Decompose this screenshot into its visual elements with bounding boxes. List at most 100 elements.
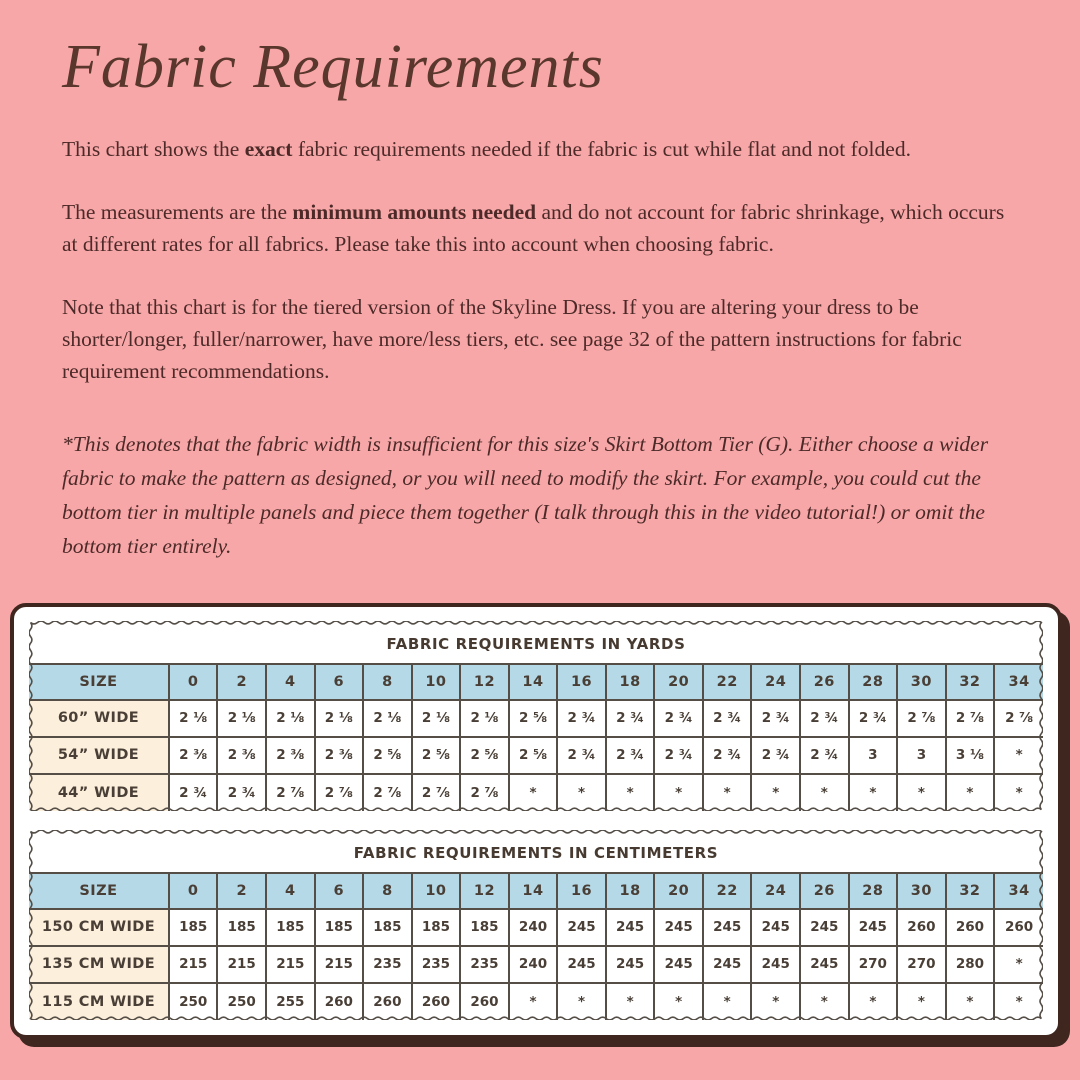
requirement-value-cell: 2 ⅞: [313, 772, 365, 811]
requirement-value-cell: 245: [556, 944, 607, 984]
size-header-cell: 10: [410, 662, 462, 701]
paragraph-tiered-version: Note that this chart is for the tiered v…: [62, 294, 962, 383]
requirement-value-cell: *: [993, 944, 1043, 984]
size-header-cell: 34: [993, 871, 1043, 910]
size-header-cell: 32: [944, 871, 996, 910]
table-row: 135 CM WIDE 215 215 215 215 235 235 235 240 245 24…: [29, 944, 1043, 984]
size-header-cell: 26: [799, 662, 850, 701]
requirement-value-cell: 2 ⅛: [265, 698, 316, 738]
requirement-value-cell: 260: [410, 981, 462, 1020]
table-row: 150 CM WIDE 185 185 185 185 185 185 185 240 245 24…: [29, 907, 1043, 947]
size-header-cell: 14: [507, 871, 559, 910]
requirement-value-cell: 2 ⅝: [362, 735, 413, 775]
centimeters-section-title: FABRIC REQUIREMENTS IN CENTIMETERS: [353, 843, 719, 862]
fabric-width-label: 115 CM WIDE: [29, 981, 170, 1020]
requirement-value-cell: 245: [701, 944, 753, 984]
paragraph-exact-cut: This chart shows the exact fabric requir…: [62, 133, 1022, 165]
requirement-value-cell: 245: [750, 907, 802, 947]
requirement-value-cell: 250: [167, 981, 219, 1020]
requirement-value-cell: 235: [459, 944, 510, 984]
requirement-value-cell: 2 ⅜: [167, 735, 219, 775]
intro-text-block: Fabric Requirements This chart shows the…: [0, 34, 1080, 563]
size-label-cell: SIZE: [29, 871, 170, 910]
requirement-value-cell: 260: [313, 981, 365, 1020]
size-header-cell: 24: [750, 871, 802, 910]
requirement-value-cell: 2 ¾: [653, 735, 704, 775]
requirement-value-cell: 280: [944, 944, 996, 984]
requirement-value-cell: 245: [847, 907, 899, 947]
requirement-value-cell: 2 ⅛: [313, 698, 365, 738]
page-title: Fabric Requirements: [62, 33, 604, 101]
requirement-value-cell: 2 ⅞: [993, 698, 1043, 738]
size-header-cell: 6: [313, 871, 365, 910]
size-header-cell: 2: [216, 662, 268, 701]
requirement-value-cell: 260: [896, 907, 947, 947]
size-header-cell: 24: [750, 662, 802, 701]
requirement-value-cell: *: [701, 981, 753, 1020]
size-header-cell: 12: [459, 662, 510, 701]
requirement-value-cell: 2 ⅞: [896, 698, 947, 738]
size-header-cell: 6: [313, 662, 365, 701]
asterisk-note: *This denotes that the fabric width is i…: [62, 431, 989, 558]
size-header-cell: 8: [362, 662, 413, 701]
requirement-value-cell: 2 ¾: [604, 735, 656, 775]
size-header-cell: 0: [167, 662, 219, 701]
size-header-cell: 2: [216, 871, 268, 910]
size-header-cell: 4: [265, 662, 316, 701]
yards-section: FABRIC REQUIREMENTS IN YARDS SIZE 0 2 4 6 8 10…: [29, 620, 1043, 811]
requirement-value-cell: 185: [459, 907, 510, 947]
size-header-cell: 12: [459, 871, 510, 910]
requirement-value-cell: *: [896, 981, 947, 1020]
size-header-cell: 22: [701, 871, 753, 910]
requirement-value-cell: 240: [507, 944, 559, 984]
requirement-value-cell: 260: [459, 981, 510, 1020]
size-header-cell: 4: [265, 871, 316, 910]
table-row: 115 CM WIDE 250 250 255 260 260 260 260 * * * * * * * *…: [29, 981, 1043, 1020]
requirement-value-cell: 2 ¾: [653, 698, 704, 738]
requirement-value-cell: *: [750, 981, 802, 1020]
centimeters-table: SIZE 0 2 4 6 8 10 12 14 16 18 20 22 24 26 28 30 32 34 150 C…: [29, 871, 1043, 1020]
requirement-value-cell: 2 ⅜: [265, 735, 316, 775]
requirement-value-cell: 2 ¾: [556, 698, 607, 738]
requirement-value-cell: 245: [556, 907, 607, 947]
requirement-value-cell: 2 ⅛: [362, 698, 413, 738]
requirement-value-cell: 245: [799, 944, 850, 984]
requirement-value-cell: 250: [216, 981, 268, 1020]
paragraph-text: This chart shows the: [62, 136, 245, 161]
requirement-value-cell: 270: [847, 944, 899, 984]
requirement-value-cell: 2 ⅝: [507, 735, 559, 775]
requirement-value-cell: 185: [362, 907, 413, 947]
requirement-value-cell: 2 ⅛: [216, 698, 268, 738]
requirement-value-cell: 2 ⅞: [362, 772, 413, 811]
size-header-cell: 30: [896, 662, 947, 701]
size-header-cell: 8: [362, 871, 413, 910]
size-header-cell: 32: [944, 662, 996, 701]
requirement-value-cell: 245: [604, 907, 656, 947]
requirement-value-cell: *: [993, 772, 1043, 811]
requirement-value-cell: 245: [799, 907, 850, 947]
fabric-width-label: 54” WIDE: [29, 735, 170, 775]
size-header-cell: 20: [653, 871, 704, 910]
fabric-requirements-card: FABRIC REQUIREMENTS IN YARDS SIZE 0 2 4 6 8 10…: [10, 602, 1062, 1039]
size-header-cell: 26: [799, 871, 850, 910]
requirement-value-cell: *: [556, 772, 607, 811]
requirement-value-cell: 260: [993, 907, 1043, 947]
size-header-cell: 28: [847, 871, 899, 910]
requirement-value-cell: *: [993, 981, 1043, 1020]
requirement-value-cell: 2 ⅛: [410, 698, 462, 738]
requirement-value-cell: 245: [750, 944, 802, 984]
requirement-value-cell: *: [896, 772, 947, 811]
size-header-cell: 16: [556, 871, 607, 910]
requirement-value-cell: *: [653, 772, 704, 811]
requirement-value-cell: 185: [216, 907, 268, 947]
size-label-cell: SIZE: [29, 662, 170, 701]
requirement-value-cell: 2 ¾: [799, 698, 850, 738]
requirement-value-cell: 215: [313, 944, 365, 984]
requirement-value-cell: 215: [167, 944, 219, 984]
fabric-width-label: 44” WIDE: [29, 772, 170, 811]
requirement-value-cell: 3 ⅛: [944, 735, 996, 775]
requirement-value-cell: 3: [847, 735, 899, 775]
requirement-value-cell: 255: [265, 981, 316, 1020]
